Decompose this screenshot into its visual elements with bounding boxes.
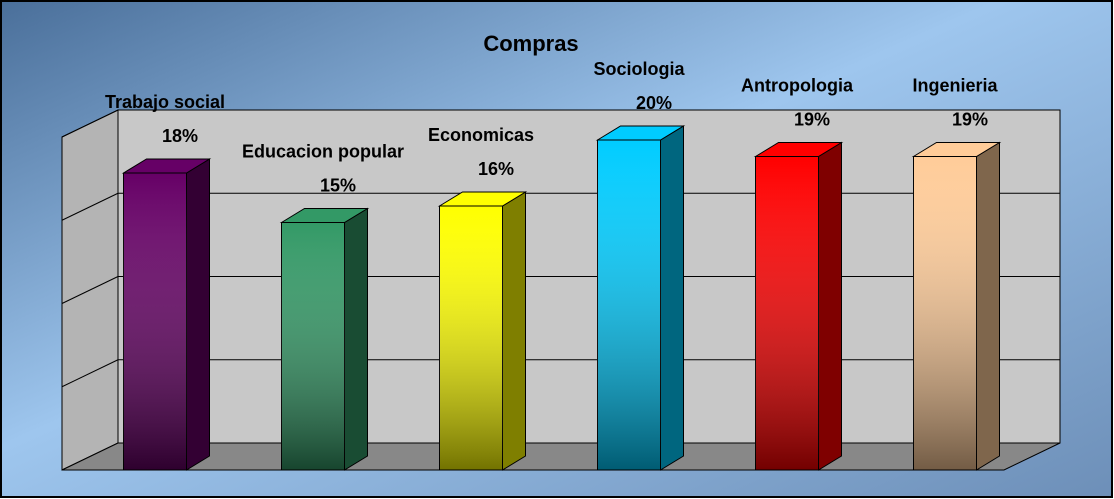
grid-line — [61, 276, 119, 304]
grid-line — [61, 359, 119, 388]
bar-shade — [123, 173, 187, 470]
bar-shade — [913, 156, 977, 470]
category-label: Economicas — [428, 125, 534, 145]
value-label: 18% — [162, 126, 198, 146]
category-label: Sociologia — [593, 59, 685, 79]
bar-shade — [755, 156, 819, 470]
category-label: Ingenieria — [912, 75, 998, 95]
grid-line — [61, 109, 119, 138]
bar-shade — [439, 206, 503, 470]
value-label: 19% — [952, 109, 988, 129]
bar-shade — [281, 222, 345, 470]
floor — [61, 442, 1061, 471]
bar-side-shade — [186, 159, 210, 470]
bar-shade — [597, 140, 661, 470]
chart-title: Compras — [483, 31, 578, 56]
bar-side-shade — [818, 142, 842, 470]
category-label: Antropologia — [741, 75, 854, 95]
value-label: 20% — [636, 93, 672, 113]
value-label: 16% — [478, 159, 514, 179]
category-label: Trabajo social — [105, 92, 225, 112]
bar-side-shade — [976, 142, 1000, 470]
bar-side-shade — [660, 126, 684, 470]
bar-side-shade — [502, 192, 526, 470]
value-label: 19% — [794, 109, 830, 129]
bar-side-shade — [344, 208, 368, 470]
category-label: Educacion popular — [242, 141, 404, 161]
grid-line — [61, 192, 119, 221]
value-label: 15% — [320, 175, 356, 195]
